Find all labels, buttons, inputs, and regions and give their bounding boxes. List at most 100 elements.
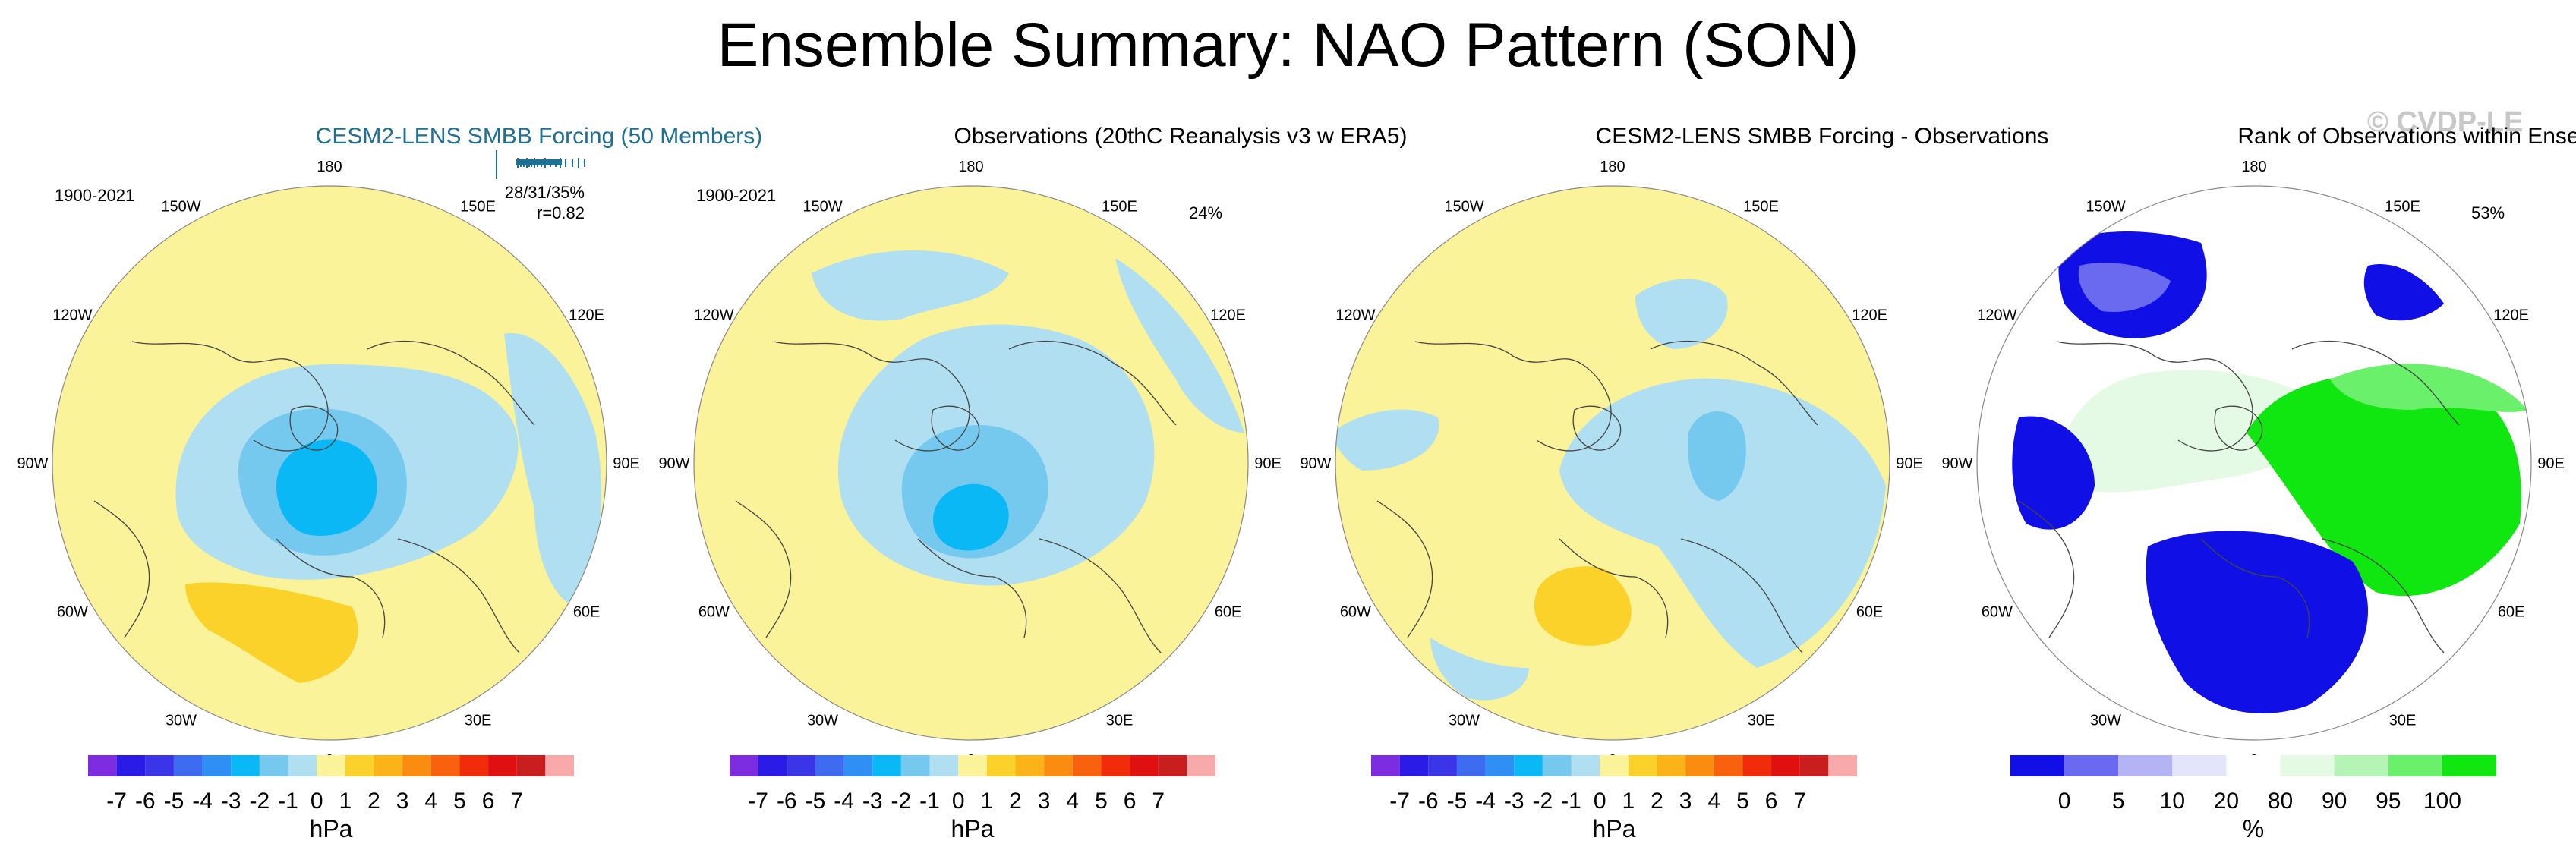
map-contour-region	[276, 439, 377, 536]
map-boundary	[52, 185, 607, 741]
coastline	[1039, 538, 1162, 653]
longitude-label: 90W	[1941, 455, 1972, 472]
colorbar-tick-label: 2	[367, 789, 380, 814]
map-fill-group	[1335, 186, 1890, 740]
colorbar-swatch-slp	[843, 755, 873, 776]
coastline	[1376, 500, 1433, 638]
map-contour-region	[2146, 531, 2368, 713]
longitude-label: 120W	[1977, 307, 2016, 324]
colorbar-tick-label: 1	[1622, 789, 1635, 814]
colorbar-unit: hPa	[951, 815, 995, 842]
longitude-label: 90E	[2537, 455, 2565, 472]
colorbar-swatch-slp	[787, 755, 815, 776]
colorbar-swatch-slp	[1600, 755, 1629, 776]
colorbar-swatch-slp	[1158, 755, 1187, 776]
coastline	[1572, 405, 1622, 451]
longitude-label: 30E	[1748, 713, 1775, 729]
colorbar-tick-label: -4	[1475, 789, 1496, 814]
colorbar-tick-label: 5	[453, 789, 466, 814]
coastline	[1008, 341, 1177, 426]
colorbar-swatch-rank	[2226, 755, 2281, 776]
longitude-label: 120E	[1210, 307, 1246, 324]
map-contour-region	[933, 483, 1009, 551]
colorbar-tick-label: 0	[311, 789, 323, 814]
colorbar-tick-label: 3	[1679, 789, 1692, 814]
colorbar-swatch-slp	[1187, 755, 1215, 776]
map-boundary	[693, 185, 1249, 741]
colorbar-tick-label: 2	[1009, 789, 1022, 814]
coastline	[93, 500, 150, 638]
map-boundary	[1335, 185, 1890, 741]
ensemble-rank-rug	[496, 150, 585, 179]
colorbar-unit: hPa	[1593, 815, 1636, 842]
coastline	[131, 341, 300, 365]
longitude-label: 30E	[465, 713, 492, 729]
colorbar-swatch-slp	[815, 755, 844, 776]
colorbar-swatch-slp	[1685, 755, 1714, 776]
colorbar-swatch-slp	[88, 755, 117, 776]
colorbar-tick-label: 95	[2376, 789, 2401, 814]
longitude-label: 90W	[658, 455, 689, 472]
colorbar-swatch-slp	[1828, 755, 1857, 776]
map-panel-1: 180150E120E90E60E30E030W60W90W120W150W	[17, 159, 639, 769]
colorbar-swatch-slp	[317, 755, 345, 776]
colorbar-swatch-slp	[758, 755, 787, 776]
coastline	[1559, 538, 1669, 638]
colorbar-tick-label: 2	[1651, 789, 1663, 814]
map-fill-group	[1977, 186, 2531, 740]
colorbar-swatch-slp	[202, 755, 232, 776]
colorbar-swatch-slp	[986, 755, 1016, 776]
longitude-label: 120E	[1852, 307, 1887, 324]
colorbar-swatch-slp	[430, 755, 460, 776]
colorbar-unit: %	[2243, 815, 2264, 842]
coastline-group	[735, 341, 1177, 653]
longitude-label: 150E	[1102, 198, 1137, 215]
longitude-label: 150W	[1444, 198, 1483, 215]
longitude-label: 30E	[1106, 713, 1134, 729]
longitude-label: 90W	[1300, 455, 1331, 472]
longitude-label: 90W	[17, 455, 48, 472]
coastline	[276, 538, 386, 638]
coastline	[1680, 538, 1803, 653]
colorbar-swatch-slp	[516, 755, 546, 776]
map-fill-group	[52, 186, 607, 740]
colorbar-tick-label: 3	[1038, 789, 1051, 814]
colorbar-swatch-rank	[2334, 755, 2388, 776]
coastline	[931, 405, 980, 451]
colorbar-panel-4: 0 5 10 20 80 90 95 100%	[2010, 755, 2496, 842]
colorbar-tick-label: -7	[1389, 789, 1410, 814]
map-contour-region	[2363, 264, 2444, 321]
colorbar-swatch-slp	[1799, 755, 1829, 776]
colorbar-swatch-slp	[259, 755, 288, 776]
colorbar-swatch-slp	[1072, 755, 1102, 776]
longitude-label: 60E	[2498, 604, 2525, 621]
longitude-label: 90E	[1254, 455, 1282, 472]
longitude-label: 30W	[1449, 713, 1480, 729]
longitude-label: 150E	[1743, 198, 1779, 215]
colorbar-swatch-slp	[231, 755, 260, 776]
map-contour-region	[1115, 258, 1244, 433]
colorbar-tick-label: -4	[834, 789, 854, 814]
colorbar-swatch-slp	[345, 755, 374, 776]
colorbar-swatch-rank	[2064, 755, 2119, 776]
colorbar-swatch-slp	[1399, 755, 1429, 776]
longitude-label: 150E	[2385, 198, 2420, 215]
map-boundary	[1976, 185, 2532, 741]
longitude-label: 60W	[1340, 604, 1371, 621]
colorbar-swatch-slp	[1742, 755, 1772, 776]
map-contour-region	[1534, 566, 1632, 646]
longitude-label: 150W	[161, 198, 200, 215]
longitude-label: 60W	[57, 604, 88, 621]
longitude-label: 30W	[807, 713, 838, 729]
coastline	[2056, 341, 2224, 365]
coastline	[2214, 405, 2263, 451]
colorbar-swatch-slp	[1514, 755, 1543, 776]
colorbar-swatch-slp	[958, 755, 987, 776]
panel-2-percent: 24%	[1189, 203, 1223, 222]
main-title: Ensemble Summary: NAO Pattern (SON)	[717, 11, 1859, 80]
longitude-label: 60W	[698, 604, 730, 621]
colorbar-tick-label: 0	[2058, 789, 2071, 814]
colorbar-tick-label: -2	[891, 789, 912, 814]
colorbar-tick-label: -7	[106, 789, 127, 814]
colorbar-swatch-slp	[929, 755, 959, 776]
